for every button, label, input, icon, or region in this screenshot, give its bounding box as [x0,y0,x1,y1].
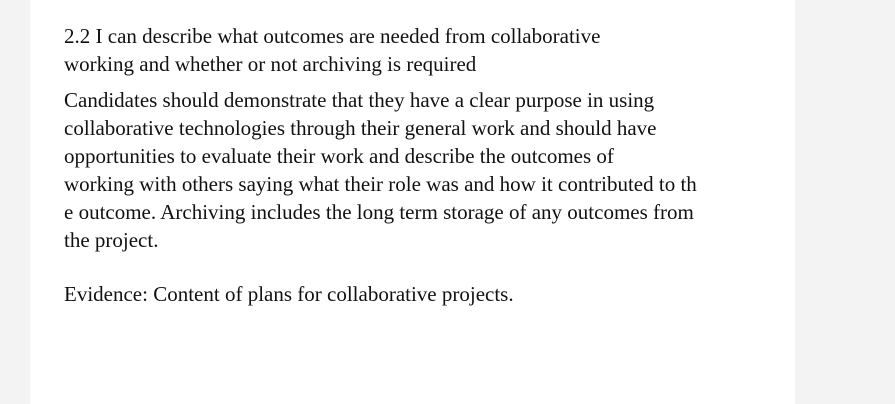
paragraph-line-1: Candidates should demonstrate that they … [64,88,655,112]
heading-line-2: working and whether or not archiving is … [64,52,477,76]
document-page: 2.2 I can describe what outcomes are nee… [30,0,795,404]
guidance-paragraph: Candidates should demonstrate that they … [64,86,789,254]
paragraph-line-3: opportunities to evaluate their work and… [64,144,614,168]
criterion-heading: 2.2 I can describe what outcomes are nee… [64,22,789,78]
evidence-statement: Evidence: Content of plans for collabora… [64,282,514,306]
paragraph-line-6: the project. [64,228,159,252]
document-content: 2.2 I can describe what outcomes are nee… [64,22,789,308]
paragraph-line-4: working with others saying what their ro… [64,172,697,196]
heading-line-1: 2.2 I can describe what outcomes are nee… [64,24,601,48]
paragraph-line-2: collaborative technologies through their… [64,116,657,140]
paragraph-line-5: e outcome. Archiving includes the long t… [64,200,694,224]
